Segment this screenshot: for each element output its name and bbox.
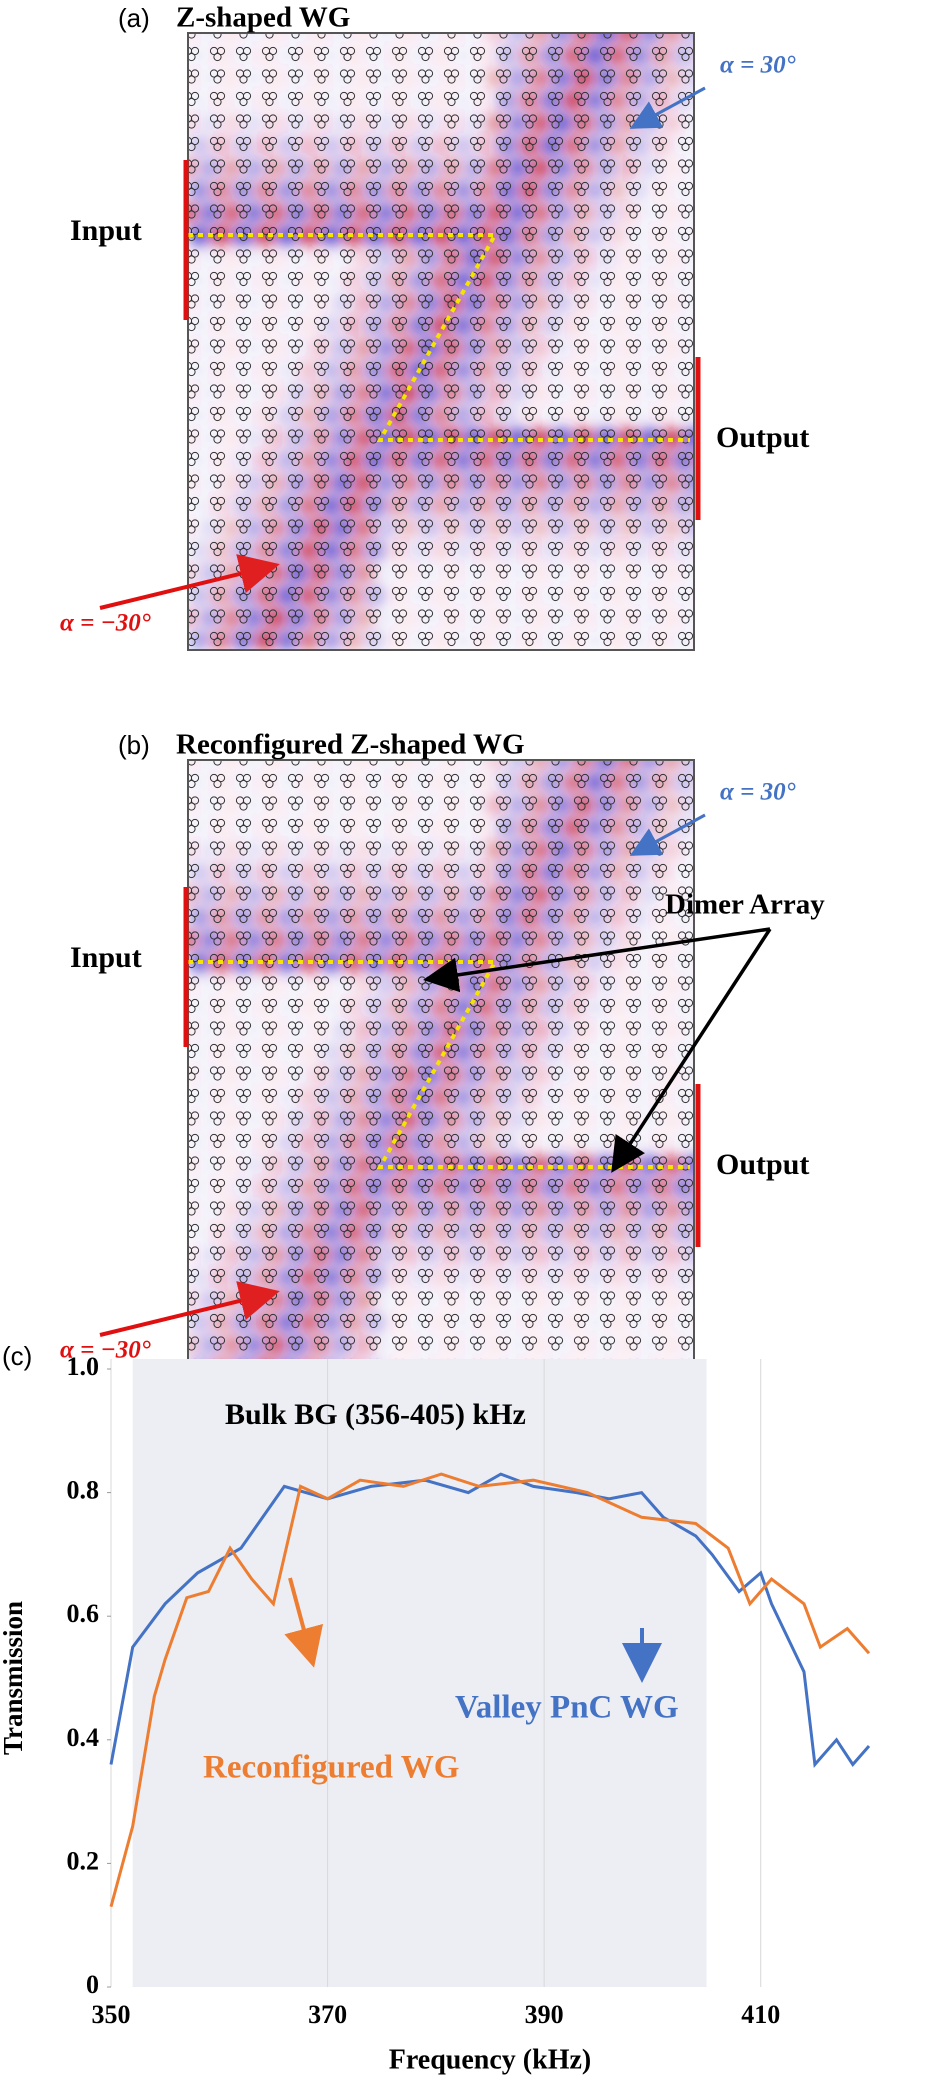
field-blob — [695, 1268, 715, 1288]
alpha-top: α = 30° — [720, 779, 796, 806]
y-tick-label: 0 — [86, 1970, 99, 1999]
field-blob — [695, 953, 715, 973]
field-blob — [695, 271, 715, 291]
band-annotation: Bulk BG (356-405) kHz — [225, 1398, 526, 1431]
field-blob — [695, 631, 715, 651]
field-panels: (a) Z-shaped WG Input Output α = 30° α = −30°… — [60, 2, 825, 1378]
y-tick-label: 0.4 — [67, 1723, 100, 1752]
panel-title: Z-shaped WG — [176, 2, 350, 34]
y-axis-label: Transmission — [0, 1601, 28, 1755]
field-blob — [695, 1313, 715, 1333]
frame — [187, 32, 695, 651]
panel-label: (a) — [118, 3, 150, 33]
panel-title: Reconfigured Z-shaped WG — [176, 729, 525, 761]
alpha-top-arrow — [629, 813, 706, 856]
transmission-chart: (c) 350 370 390 410 0 0.2 0.4 0.6 0.8 1.0 Frequency… — [0, 1341, 871, 2075]
panel-label: (c) — [2, 1341, 32, 1371]
field-blob — [695, 316, 715, 336]
series-label: Valley PnC WG — [455, 1690, 679, 1726]
alpha-bottom-arrow — [99, 554, 280, 610]
alpha-bottom: α = −30° — [60, 610, 151, 637]
field-blob — [695, 773, 715, 793]
x-tick-label: 390 — [525, 2000, 564, 2029]
field-blob — [695, 46, 715, 66]
x-tick-label: 350 — [92, 2000, 131, 2029]
field-blob — [695, 586, 715, 606]
field-blob — [695, 998, 715, 1018]
series-arrow — [284, 1577, 324, 1668]
waveguide-path — [188, 960, 690, 1169]
field-panel: (a) Z-shaped WG Input Output α = 30° α = −30° — [60, 2, 809, 651]
output-label: Output — [716, 421, 809, 454]
panel-label: (b) — [118, 730, 150, 760]
input-label: Input — [70, 941, 142, 974]
dimer-arrow — [423, 927, 771, 993]
shaded-region — [132, 1359, 707, 1987]
series-line — [109, 1472, 871, 1908]
alpha-bottom-arrow — [99, 1281, 280, 1337]
input-label: Input — [70, 214, 142, 247]
x-tick-label: 370 — [308, 2000, 347, 2029]
field-panel: (b) Reconfigured Z-shaped WG Input Output α … — [60, 729, 825, 1378]
lattice — [188, 760, 694, 1377]
y-tick-label: 1.0 — [67, 1352, 100, 1381]
field-blob — [695, 136, 715, 156]
y-tick-label: 0.8 — [67, 1476, 100, 1505]
y-tick-label: 0.6 — [67, 1599, 100, 1628]
x-tick-label: 410 — [741, 2000, 780, 2029]
series-label: Reconfigured WG — [203, 1750, 459, 1786]
y-tick-label: 0.2 — [67, 1846, 100, 1875]
lattice — [188, 33, 694, 650]
alpha-top-arrow — [629, 86, 706, 129]
field-blob — [695, 226, 715, 246]
waveguide-path — [188, 233, 690, 442]
alpha-top: α = 30° — [720, 52, 796, 79]
dimer-arrow — [611, 928, 772, 1173]
x-axis-label: Frequency (kHz) — [389, 2044, 591, 2075]
field-blob — [695, 181, 715, 201]
field-blob — [695, 863, 715, 883]
dimer-label: Dimer Array — [665, 889, 825, 921]
field-blob — [695, 1043, 715, 1063]
output-label: Output — [716, 1148, 809, 1181]
field-blob — [695, 541, 715, 561]
